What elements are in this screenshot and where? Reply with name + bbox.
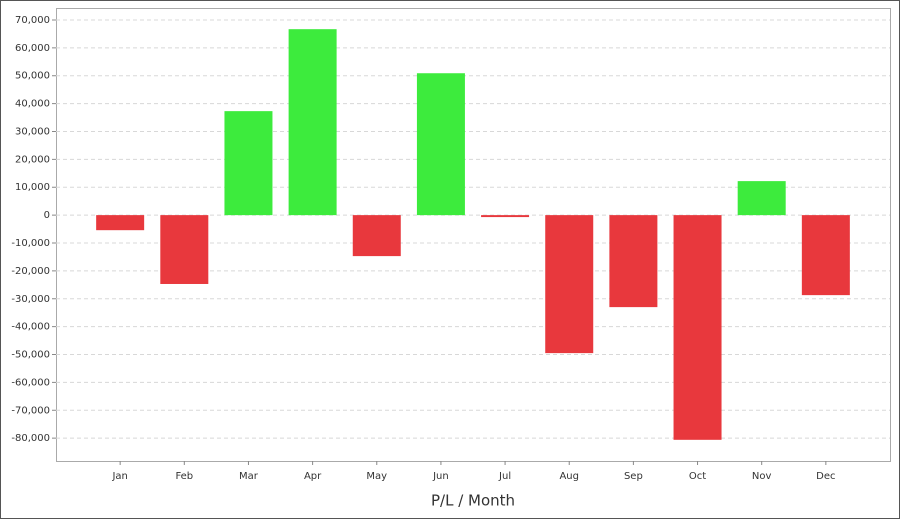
x-tick-label: Dec	[816, 471, 835, 482]
y-tick-label: -40,000	[11, 322, 50, 333]
x-tick-label: Jul	[498, 471, 511, 482]
bar	[416, 73, 465, 216]
bar	[737, 181, 786, 216]
x-tick-label: Aug	[559, 471, 579, 482]
y-tick-label: -80,000	[11, 433, 50, 444]
x-tick-label: Jan	[111, 471, 127, 482]
bar	[545, 215, 594, 354]
y-tick-label: -60,000	[11, 377, 50, 388]
bar	[609, 215, 658, 308]
bar	[288, 29, 337, 216]
x-tick-label: Mar	[239, 471, 259, 482]
y-tick-label: -70,000	[11, 405, 50, 416]
y-tick-label: 70,000	[15, 15, 50, 26]
y-tick-label: 10,000	[15, 182, 50, 193]
bar	[673, 215, 722, 440]
y-tick-label: 50,000	[15, 71, 50, 82]
x-tick-label: Sep	[624, 471, 643, 482]
x-tick-label: Apr	[304, 471, 322, 482]
y-tick-label: -20,000	[11, 266, 50, 277]
bar	[801, 215, 850, 296]
y-tick-label: 40,000	[15, 99, 50, 110]
x-tick-label: May	[366, 471, 387, 482]
y-tick-label: 20,000	[15, 154, 50, 165]
bar	[160, 215, 209, 284]
bar	[96, 215, 145, 231]
bar	[481, 215, 530, 218]
x-tick-label: Jun	[432, 471, 449, 482]
y-tick-label: 60,000	[15, 43, 50, 54]
y-tick-label: -30,000	[11, 294, 50, 305]
bar	[352, 215, 401, 257]
x-tick-label: Feb	[175, 471, 193, 482]
y-tick-label: 30,000	[15, 126, 50, 137]
y-tick-label: 0	[44, 210, 50, 221]
x-tick-label: Nov	[752, 471, 772, 482]
x-axis-label: P/L / Month	[431, 492, 515, 510]
y-tick-label: -50,000	[11, 350, 50, 361]
bar	[224, 111, 273, 216]
x-tick-label: Oct	[689, 471, 706, 482]
y-tick-label: -10,000	[11, 238, 50, 249]
